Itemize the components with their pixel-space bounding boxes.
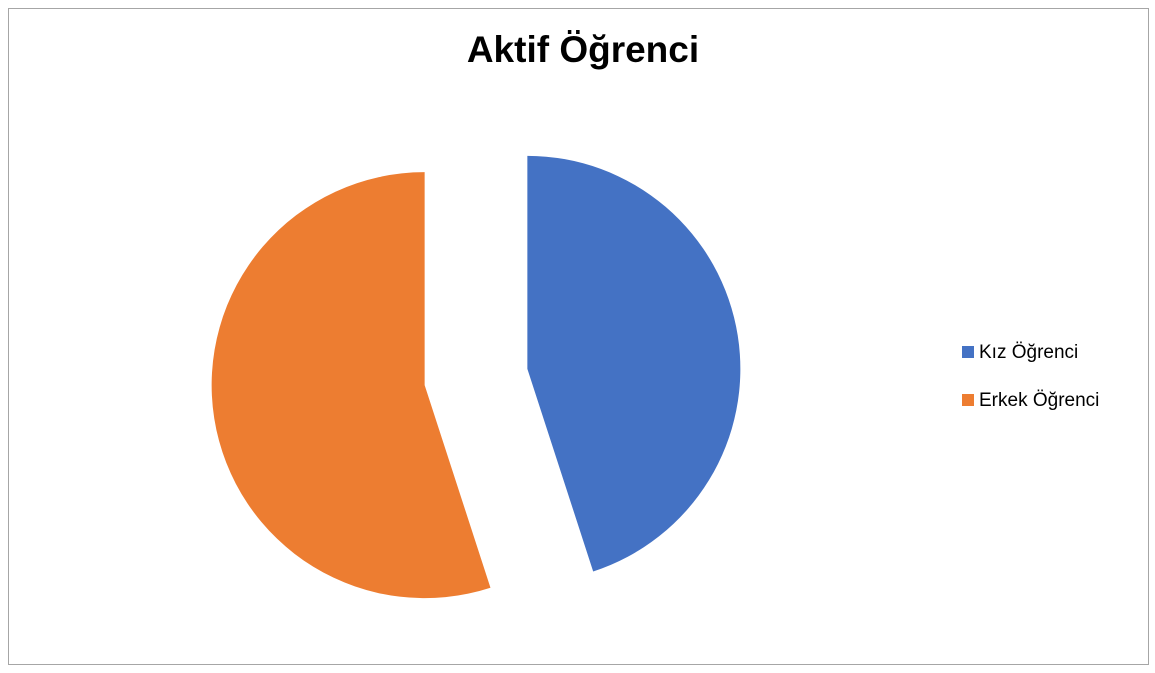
chart-title: Aktif Öğrenci [467, 29, 699, 70]
pie-slice [211, 172, 491, 599]
legend-swatch [962, 394, 974, 406]
legend-label: Erkek Öğrenci [979, 390, 1099, 411]
legend-label: Kız Öğrenci [979, 342, 1078, 363]
pie-slice [527, 155, 741, 572]
legend-swatch [962, 346, 974, 358]
